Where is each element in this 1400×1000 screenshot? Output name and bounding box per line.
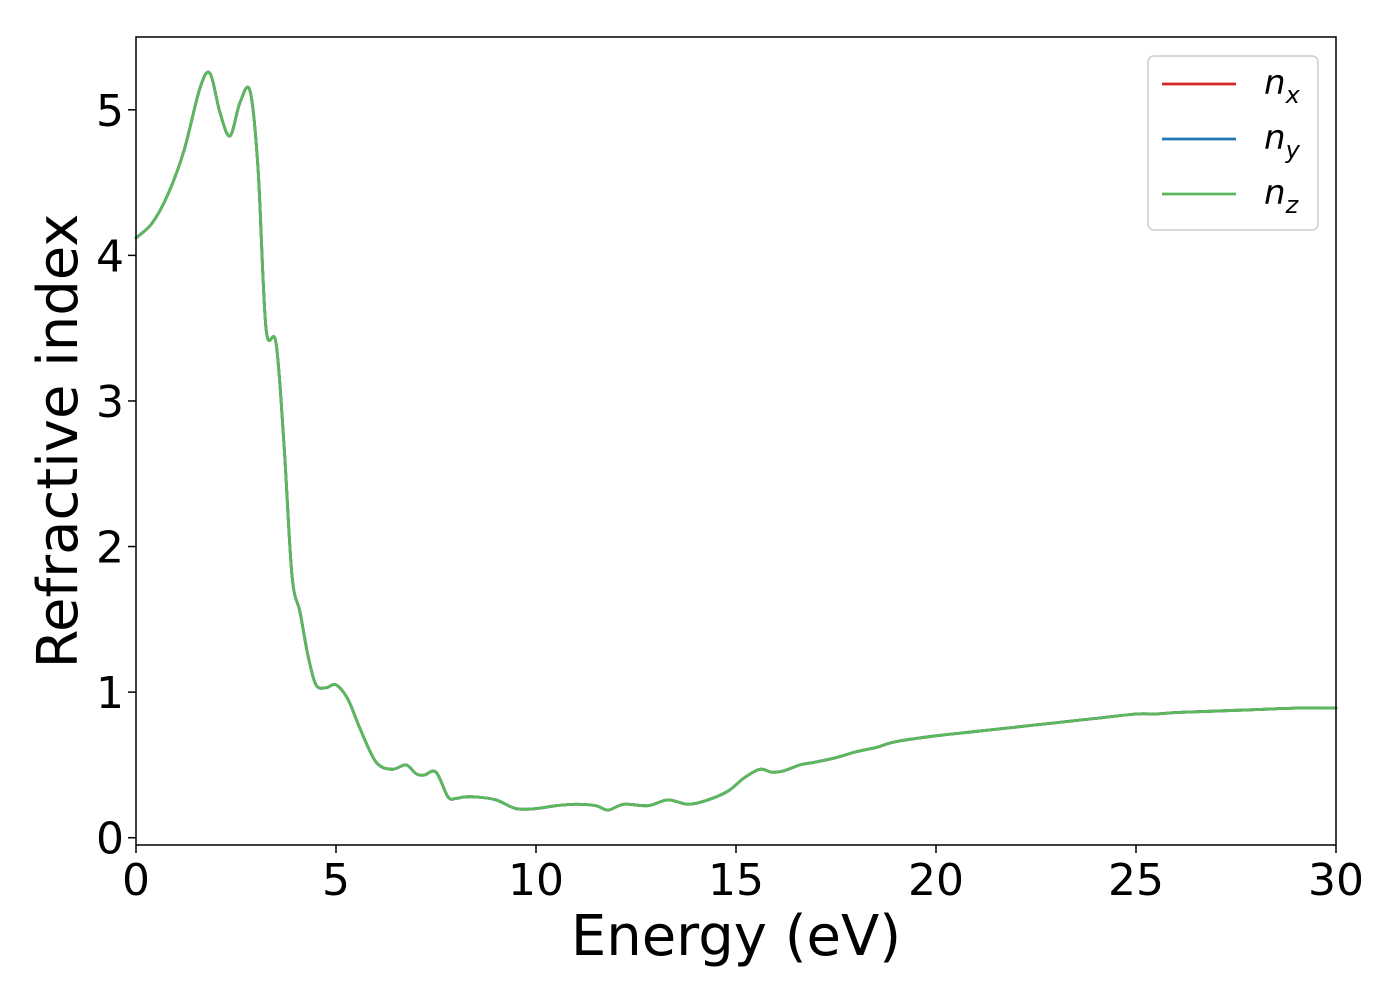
y-axis-ticks: 0 1 2 3 4 5 <box>96 86 136 865</box>
x-tick-label: 0 <box>122 855 150 906</box>
series-layer <box>134 70 1338 812</box>
y-tick-label: 3 <box>96 377 124 428</box>
legend-label-y: ny <box>1264 118 1301 164</box>
series-line-z <box>134 70 1338 812</box>
x-tick-label: 20 <box>908 855 964 906</box>
y-tick-label: 0 <box>96 814 124 865</box>
legend-label-z: nz <box>1264 173 1300 219</box>
y-axis-title: Refractive index <box>26 214 91 669</box>
legend: nx ny nz <box>1147 55 1319 231</box>
y-tick-label: 5 <box>96 86 124 137</box>
x-tick-label: 25 <box>1108 855 1164 906</box>
x-axis-title: Energy (eV) <box>571 904 901 969</box>
y-tick-label: 2 <box>96 523 124 574</box>
x-axis-ticks: 0 5 10 15 20 25 30 <box>122 845 1364 906</box>
y-tick-label: 4 <box>96 231 124 282</box>
x-tick-label: 5 <box>322 855 350 906</box>
y-tick-label: 1 <box>96 668 124 719</box>
legend-label-x: nx <box>1264 63 1301 109</box>
x-tick-label: 15 <box>708 855 764 906</box>
x-tick-label: 30 <box>1308 855 1364 906</box>
legend-box <box>1147 55 1319 231</box>
x-tick-label: 10 <box>508 855 564 906</box>
